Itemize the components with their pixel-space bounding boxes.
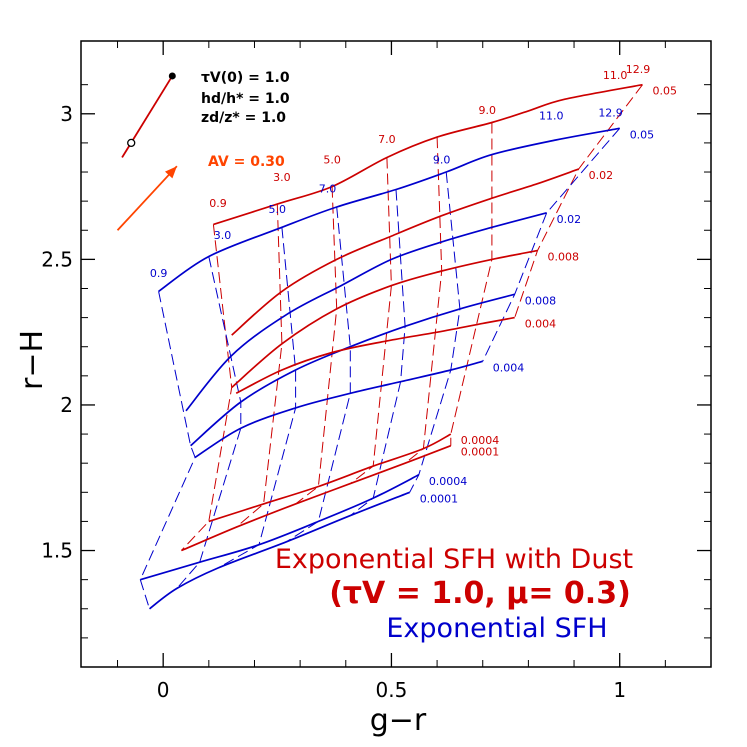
series-line: [235, 316, 515, 395]
age-line: [482, 127, 621, 362]
metallicity-label: 0.0001: [420, 492, 459, 505]
age-line: [404, 137, 443, 464]
x-tick-label: 0: [157, 678, 170, 702]
x-tick-label: 1: [613, 678, 626, 702]
y-tick-label: 3: [60, 102, 73, 126]
series-line: [208, 433, 452, 523]
av-label: AV = 0.30: [208, 154, 285, 170]
dust-vector-open-marker: [127, 138, 136, 148]
age-label: 11.0: [603, 69, 628, 82]
legend-entry-dust-params: (τV = 1.0, μ= 0.3): [329, 576, 631, 611]
metallicity-label: 0.05: [630, 128, 655, 141]
age-line: [450, 122, 493, 446]
age-line: [349, 157, 392, 484]
series-line: [140, 474, 420, 581]
dust-vector-end-marker: [168, 72, 176, 80]
series-line: [231, 249, 538, 389]
age-line: [514, 84, 643, 318]
metallicity-label: 0.004: [493, 361, 525, 374]
av-arrow-head: [165, 166, 177, 179]
age-line: [295, 186, 338, 505]
legend-entry-exponential: Exponential SFH: [386, 613, 607, 644]
series-line: [148, 491, 411, 610]
metallicity-label: 0.0004: [429, 475, 468, 488]
x-tick-label: 0.5: [376, 678, 408, 702]
y-axis-label: r−H: [15, 330, 50, 390]
metallicity-label: 0.02: [589, 169, 614, 182]
age-label: 0.9: [150, 267, 168, 280]
age-label: 3.0: [273, 171, 291, 184]
age-label: 7.0: [378, 133, 396, 146]
plot-frame: [80, 40, 712, 668]
age-line: [139, 291, 196, 609]
series-line: [190, 293, 515, 447]
legend-entry-dust: Exponential SFH with Dust: [275, 544, 633, 575]
metallicity-label: 0.004: [525, 318, 557, 331]
series-line: [231, 168, 579, 336]
metallicity-label: 0.0004: [461, 434, 500, 447]
age-label: 3.0: [214, 229, 232, 242]
param-hd-hstar: hd/h* = 1.0: [201, 91, 290, 107]
metallicity-label: 0.0001: [461, 446, 500, 459]
age-label: 5.0: [323, 153, 341, 166]
av-arrow-line: [116, 165, 178, 231]
y-tick-label: 1.5: [41, 539, 73, 563]
age-label: 5.0: [269, 203, 287, 216]
x-axis-label: g−r: [370, 703, 427, 738]
metallicity-label: 0.008: [525, 294, 557, 307]
age-label: 9.0: [433, 153, 451, 166]
age-line: [235, 204, 283, 528]
age-label: 7.0: [319, 182, 337, 195]
series-line: [181, 444, 452, 552]
y-tick-label: 2: [60, 393, 73, 417]
param-zd-zstar: zd/z* = 1.0: [201, 110, 286, 126]
metallicity-label: 0.05: [653, 85, 678, 98]
metallicity-label: 0.02: [557, 213, 582, 226]
age-label: 12.9: [626, 63, 651, 76]
age-label: 11.0: [539, 110, 564, 123]
age-label: 0.9: [209, 197, 227, 210]
age-line: [217, 227, 297, 569]
metallicity-label: 0.008: [548, 251, 580, 264]
age-label: 9.0: [479, 104, 497, 117]
series-line: [194, 360, 483, 459]
series-line: [158, 127, 620, 293]
age-label: 12.9: [598, 107, 623, 120]
y-tick-label: 2.5: [41, 247, 73, 271]
series-line: [213, 83, 643, 226]
series-line: [185, 211, 547, 412]
param-tau-v: τV(0) = 1.0: [201, 70, 290, 86]
age-line: [181, 224, 233, 551]
age-line: [176, 256, 242, 589]
